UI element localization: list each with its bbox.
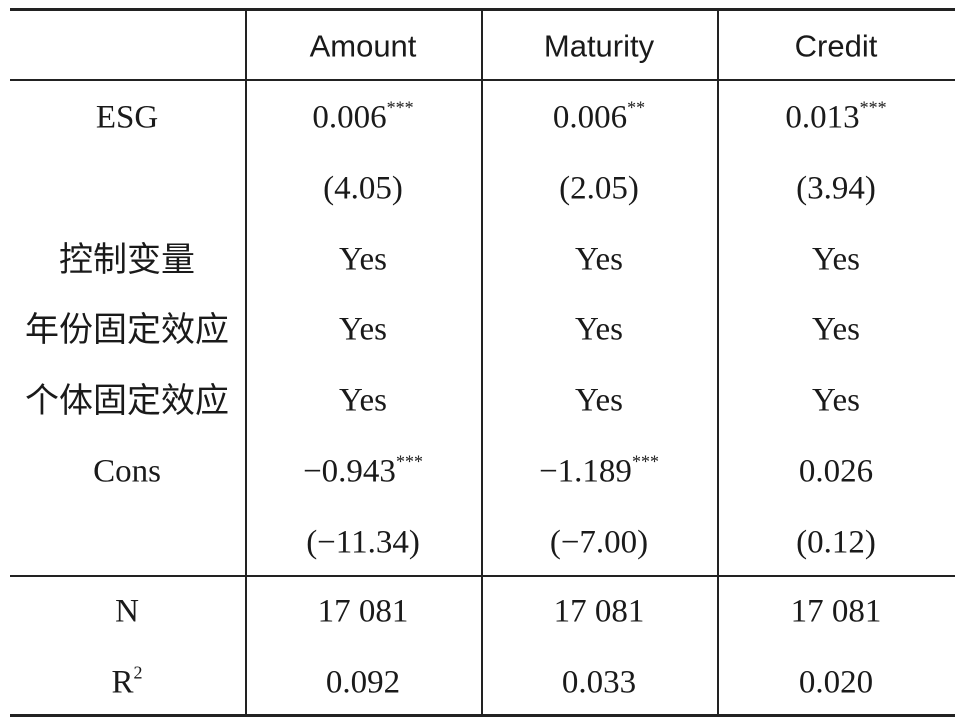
row-label: R2 [111, 664, 142, 701]
value-cell: Yes [339, 243, 387, 276]
value-cell: Yes [338, 382, 388, 419]
column-header-text: Maturity [543, 28, 655, 64]
value-cell-text: Yes [811, 241, 861, 278]
row-label-text: Cons [93, 453, 161, 490]
value-cell-text: (2.05) [559, 170, 639, 207]
value-cell: (2.05) [559, 172, 639, 205]
superscript: *** [859, 97, 887, 118]
value-cell-text: Yes [574, 311, 624, 348]
value-cell-text: 17 081 [790, 593, 882, 630]
row-label: Cons [93, 453, 161, 490]
value-cell-text: Yes [574, 241, 624, 278]
value-cell: 17 081 [790, 593, 882, 630]
value-cell-text: 0.006 [552, 99, 628, 136]
value-cell: 17 081 [553, 593, 645, 630]
value-cell: (0.12) [796, 526, 876, 559]
superscript: 2 [133, 662, 143, 683]
value-cell: 0.033 [561, 664, 637, 701]
value-cell: (−7.00) [550, 526, 648, 559]
row-label-text: 个体固定效应 [25, 381, 229, 422]
row-label-text: ESG [95, 99, 159, 136]
value-cell: Yes [338, 311, 388, 348]
value-cell-text: Yes [574, 382, 624, 419]
column-header-text: Amount [309, 28, 417, 64]
column-header: Maturity [544, 31, 654, 62]
value-cell: Yes [575, 243, 623, 276]
superscript: *** [386, 97, 414, 118]
value-cell: Yes [574, 382, 624, 419]
value-cell-text: −1.189 [539, 453, 632, 490]
row-label: 控制变量 [59, 243, 195, 277]
row-label: N [115, 593, 139, 630]
superscript: *** [631, 451, 659, 472]
row-label-text: R [111, 664, 134, 701]
value-cell: Yes [811, 311, 861, 348]
value-cell: (3.94) [796, 172, 876, 205]
value-cell: 0.020 [798, 664, 874, 701]
value-cell-text: Yes [811, 311, 861, 348]
value-cell-text: −0.943 [303, 453, 396, 490]
value-cell: Yes [811, 382, 861, 419]
value-cell-text: 0.020 [798, 664, 874, 701]
value-cell: 0.006*** [312, 99, 413, 136]
value-cell-text: 17 081 [553, 593, 645, 630]
value-cell: 17 081 [317, 593, 409, 630]
column-header: Amount [310, 31, 417, 62]
value-cell-text: (0.12) [796, 524, 876, 561]
superscript: ** [627, 97, 646, 118]
value-cell: Yes [812, 243, 860, 276]
value-cell: 0.092 [325, 664, 401, 701]
row-label-text: 控制变量 [59, 239, 195, 280]
value-cell-text: Yes [338, 241, 388, 278]
value-cell-text: (3.94) [796, 170, 876, 207]
row-label: 个体固定效应 [25, 384, 229, 418]
value-cell-text: (−7.00) [549, 524, 649, 561]
bottom-rule [10, 714, 955, 717]
value-cell-text: Yes [338, 382, 388, 419]
column-header: Credit [795, 31, 878, 62]
top-rule [10, 8, 955, 11]
value-cell: (4.05) [323, 172, 403, 205]
value-cell-text: 0.033 [561, 664, 637, 701]
header-rule [10, 79, 955, 81]
value-cell-text: Yes [338, 311, 388, 348]
column-divider [481, 10, 483, 716]
value-cell: 0.026 [798, 453, 874, 490]
value-cell: 0.013*** [785, 99, 886, 136]
value-cell-text: 0.006 [312, 99, 387, 136]
superscript: *** [395, 451, 423, 472]
value-cell-text: 0.026 [798, 453, 874, 490]
value-cell-text: 17 081 [317, 593, 409, 630]
column-header-text: Credit [794, 28, 878, 64]
row-label: ESG [95, 99, 159, 136]
row-label-text: 年份固定效应 [25, 310, 229, 351]
value-cell-text: Yes [811, 382, 861, 419]
value-cell: 0.006** [552, 99, 645, 136]
column-divider [245, 10, 247, 716]
stats-rule [10, 575, 955, 577]
value-cell-text: 0.013 [785, 99, 860, 136]
value-cell: −0.943*** [303, 453, 423, 490]
value-cell-text: 0.092 [325, 664, 401, 701]
value-cell: Yes [574, 311, 624, 348]
column-divider [717, 10, 719, 716]
value-cell-text: (−11.34) [306, 524, 420, 561]
row-label-text: N [115, 593, 139, 630]
value-cell-text: (4.05) [323, 170, 403, 207]
value-cell: (−11.34) [306, 526, 420, 559]
value-cell: −1.189*** [539, 453, 659, 490]
row-label: 年份固定效应 [25, 313, 229, 347]
